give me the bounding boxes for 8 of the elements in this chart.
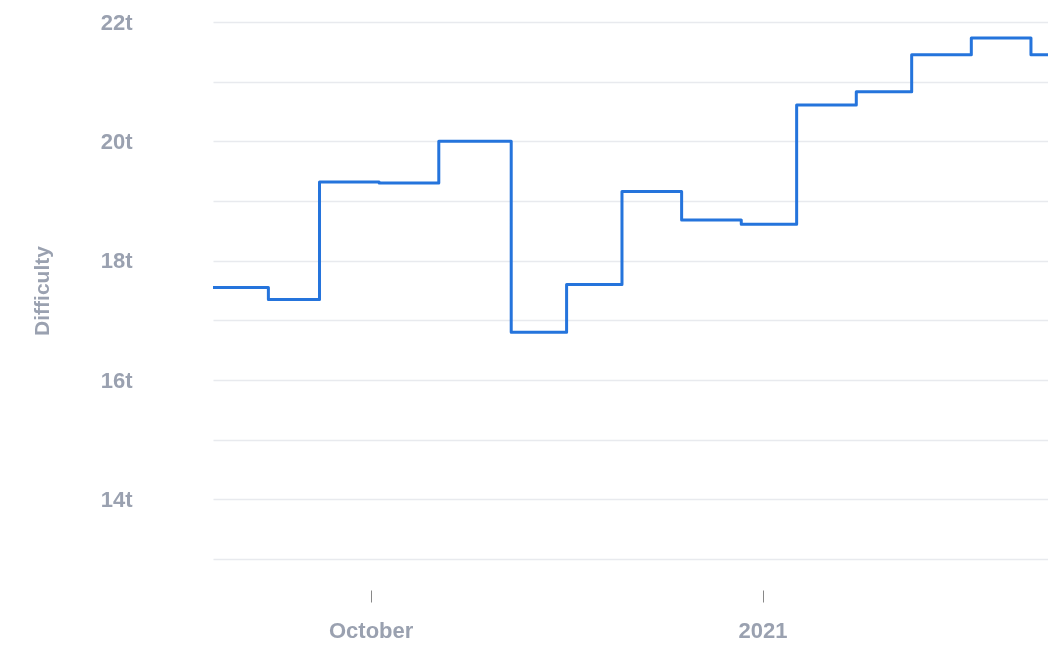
- y-tick-label: 22t: [100, 9, 134, 35]
- y-tick-label: 20t: [100, 128, 134, 154]
- x-tick-label: 2021: [738, 617, 788, 643]
- y-tick-label: 14t: [100, 486, 134, 512]
- y-tick-label: 18t: [100, 248, 134, 274]
- x-tick-label: October: [328, 617, 414, 643]
- y-axis-title: Difficulty: [29, 245, 53, 336]
- y-tick-label: 16t: [100, 367, 134, 393]
